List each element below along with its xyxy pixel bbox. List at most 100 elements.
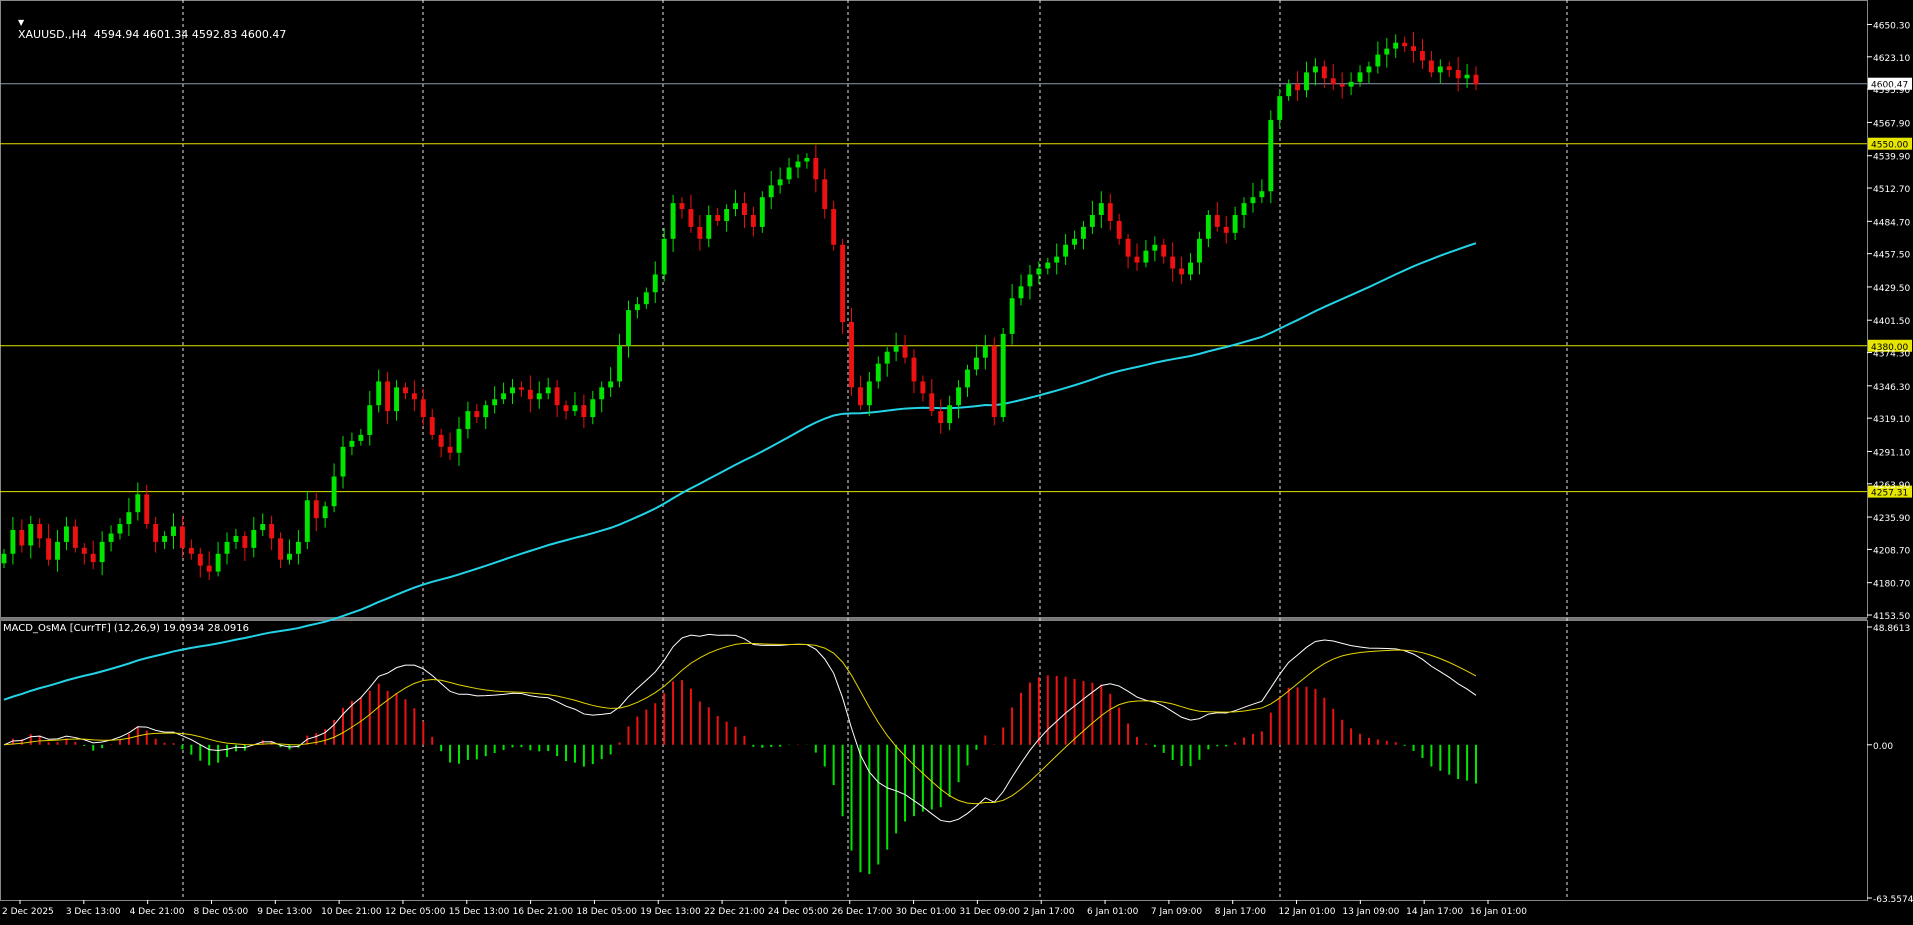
candle-body: [893, 345, 899, 352]
time-tick-label: 12 Jan 01:00: [1279, 907, 1336, 917]
candle-body: [135, 494, 141, 513]
candle-body: [367, 405, 373, 435]
candle-body: [866, 381, 872, 406]
candle-body: [1348, 81, 1354, 87]
time-tick-label: 14 Jan 17:00: [1406, 907, 1463, 917]
candle-body: [1152, 244, 1158, 251]
candle-body: [99, 541, 105, 563]
candle-body: [385, 381, 391, 412]
candle-body: [117, 524, 123, 534]
macd-tick-label: -63.5574: [1873, 895, 1913, 905]
price-tick-label: 4291.10: [1873, 448, 1910, 458]
candle-body: [501, 393, 507, 400]
candle-body: [1116, 220, 1122, 239]
candle-body: [1446, 66, 1452, 70]
candle-body: [929, 393, 935, 412]
level-tag: [1868, 137, 1912, 150]
candle-body: [429, 417, 435, 435]
candle-body: [1018, 286, 1024, 299]
candle-body: [554, 387, 560, 406]
candle-body: [759, 197, 765, 227]
candle-body: [911, 357, 917, 382]
price-tick-label: 4319.10: [1873, 415, 1910, 425]
price-tick-label: 4512.70: [1873, 185, 1910, 195]
candle-body: [1196, 238, 1202, 263]
candle-body: [215, 553, 221, 572]
candle-body: [831, 209, 837, 245]
candle-body: [456, 428, 462, 453]
macd-tick-label: 0.00: [1873, 742, 1893, 752]
candle-body: [260, 524, 266, 531]
time-tick-label: 13 Jan 09:00: [1342, 907, 1399, 917]
candle-body: [643, 292, 649, 305]
macd-frame: [0, 620, 1868, 901]
candle-body: [786, 167, 792, 180]
price-tick-label: 4346.30: [1873, 383, 1910, 393]
candle-body: [1321, 66, 1327, 79]
candle-body: [795, 161, 801, 168]
candle-body: [1170, 256, 1176, 269]
candle-body: [171, 526, 176, 536]
candle-body: [1259, 191, 1265, 198]
candle-body: [1277, 96, 1283, 120]
candle-body: [1081, 226, 1086, 239]
candle-body: [813, 157, 819, 180]
candle-body: [1268, 119, 1274, 192]
candle-body: [1420, 50, 1425, 61]
price-tick-label: 4650.30: [1873, 21, 1910, 31]
candle-body: [1134, 256, 1140, 263]
main-frame: [0, 0, 1868, 618]
candle-body: [1241, 203, 1247, 216]
candle-body: [269, 524, 275, 539]
candle-body: [349, 440, 355, 447]
candle-body: [1295, 84, 1301, 91]
candle-body: [849, 321, 854, 388]
candle-body: [19, 530, 25, 546]
time-tick-label: 6 Jan 01:00: [1087, 907, 1139, 917]
candle-body: [1375, 54, 1381, 67]
collapse-triangle-icon[interactable]: ▼: [18, 18, 25, 27]
candle-body: [973, 357, 979, 370]
candle-body: [144, 494, 150, 525]
candle-body: [536, 393, 542, 400]
candles: [1, 31, 1479, 580]
price-tick-label: 4153.50: [1873, 612, 1910, 622]
signal-line: [3, 642, 1477, 805]
price-tick-label: 4180.70: [1873, 580, 1910, 590]
candle-body: [447, 446, 453, 453]
time-tick-label: 4 Dec 21:00: [130, 907, 185, 917]
candle-body: [10, 530, 16, 554]
candle-body: [179, 526, 185, 548]
candle-body: [331, 476, 337, 507]
candle-body: [768, 185, 774, 198]
candle-body: [599, 387, 605, 400]
candle-body: [403, 387, 408, 394]
candle-body: [1437, 66, 1443, 73]
time-tick-label: 2 Dec 2025: [2, 907, 54, 917]
candle-body: [1045, 262, 1051, 269]
candle-body: [947, 405, 953, 424]
candle-body: [340, 446, 346, 477]
candle-body: [1473, 74, 1479, 85]
candle-body: [545, 387, 551, 394]
candle-body: [1, 553, 7, 564]
candle-body: [1232, 215, 1238, 233]
price-tick-label: 4401.50: [1873, 317, 1910, 327]
candle-body: [724, 209, 730, 221]
candle-body: [1143, 250, 1149, 263]
candle-body: [733, 203, 738, 210]
time-tick-label: 8 Dec 05:00: [193, 907, 248, 917]
candle-body: [72, 526, 78, 548]
candle-body: [750, 215, 756, 227]
candle-body: [1205, 215, 1211, 239]
candle-body: [1072, 238, 1077, 245]
candle-body: [518, 387, 524, 390]
macd-panel: 48.8613 0.00 -63.5574: [3, 624, 1913, 905]
time-tick-label: 31 Dec 09:00: [959, 907, 1020, 917]
candle-body: [90, 553, 96, 563]
time-tick-label: 2 Jan 17:00: [1023, 907, 1075, 917]
candle-body: [1214, 215, 1220, 227]
candle-body: [1464, 74, 1470, 79]
